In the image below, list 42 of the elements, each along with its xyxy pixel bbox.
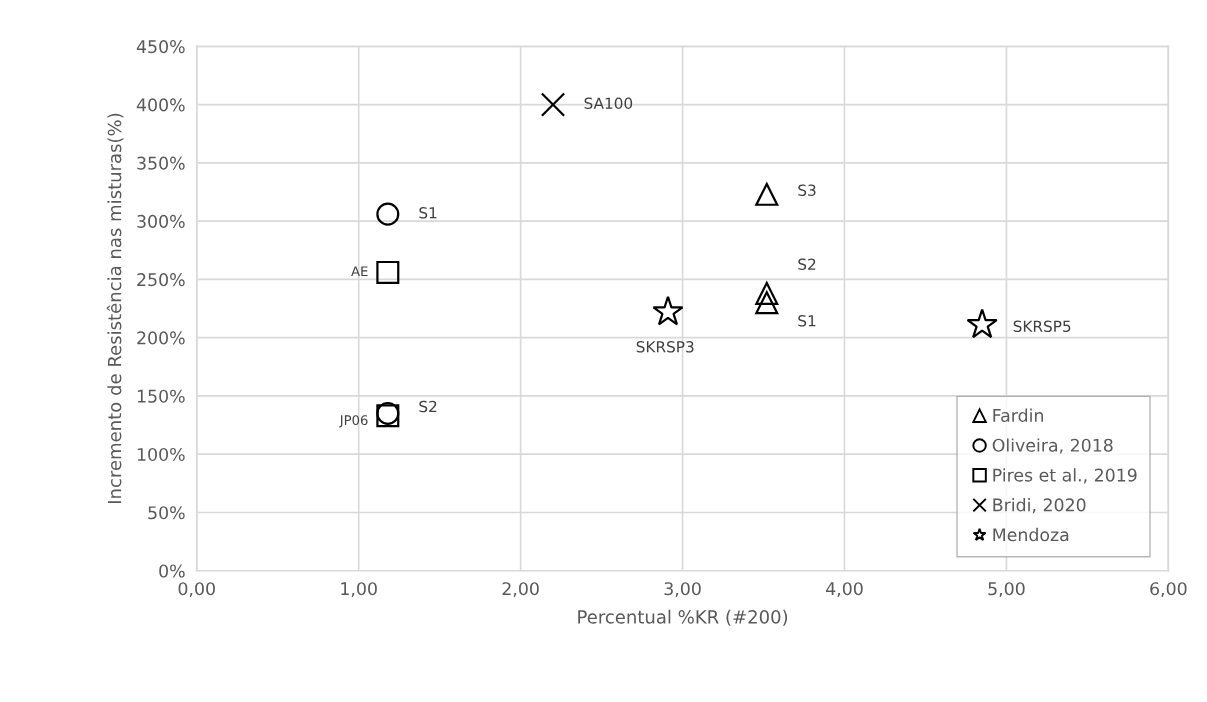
- y-tick-label: 50%: [148, 506, 185, 520]
- annotation: SA100: [584, 97, 633, 110]
- x-axis-title: Percentual %KR (#200): [578, 609, 788, 626]
- y-tick-label: 300%: [137, 214, 185, 228]
- x-tick-label: 0,00: [178, 582, 215, 598]
- point: [652, 295, 684, 326]
- legend-label: Fardin: [993, 408, 1043, 422]
- legend-label: Mendoza: [993, 527, 1069, 542]
- point: [540, 92, 566, 117]
- point: [376, 202, 400, 226]
- point: [966, 308, 998, 339]
- x-tick-label: 6,00: [1150, 582, 1187, 598]
- y-axis-title: Incremento de Resistência nas misturas(%): [106, 113, 124, 504]
- x-tick-label: 5,00: [988, 582, 1025, 598]
- annotation: S2: [419, 400, 437, 413]
- x-tick-label: 1,00: [341, 582, 377, 598]
- annotation: AE: [351, 266, 368, 277]
- legend-label: Bridi, 2020: [993, 498, 1086, 514]
- point: [755, 291, 779, 315]
- y-tick-label: 450%: [136, 40, 185, 54]
- annotation: S2: [798, 258, 816, 271]
- y-tick-label: 350%: [137, 156, 185, 170]
- legend-label: Pires et al., 2019: [993, 468, 1137, 484]
- annotation: S1: [798, 315, 816, 327]
- y-tick-label: 100%: [137, 447, 185, 462]
- annotation: S1: [419, 207, 437, 219]
- legend-label: Oliveira, 2018: [992, 438, 1113, 454]
- annotation: JP06: [339, 415, 368, 428]
- y-tick-label: 200%: [137, 331, 185, 345]
- point: [755, 182, 779, 206]
- annotation: SKRSP3: [636, 341, 694, 353]
- y-tick-label: 0%: [159, 564, 185, 578]
- annotation: S3: [798, 184, 816, 196]
- y-tick-label: 400%: [136, 98, 185, 112]
- point: [376, 260, 400, 284]
- x-tick-label: 3,00: [664, 582, 701, 598]
- y-tick-label: 150%: [137, 389, 185, 403]
- x-tick-label: 2,00: [502, 582, 539, 598]
- y-tick-label: 250%: [137, 273, 185, 287]
- point: [755, 281, 779, 305]
- x-tick-label: 4,00: [826, 582, 863, 598]
- annotation: SKRSP5: [1013, 320, 1071, 333]
